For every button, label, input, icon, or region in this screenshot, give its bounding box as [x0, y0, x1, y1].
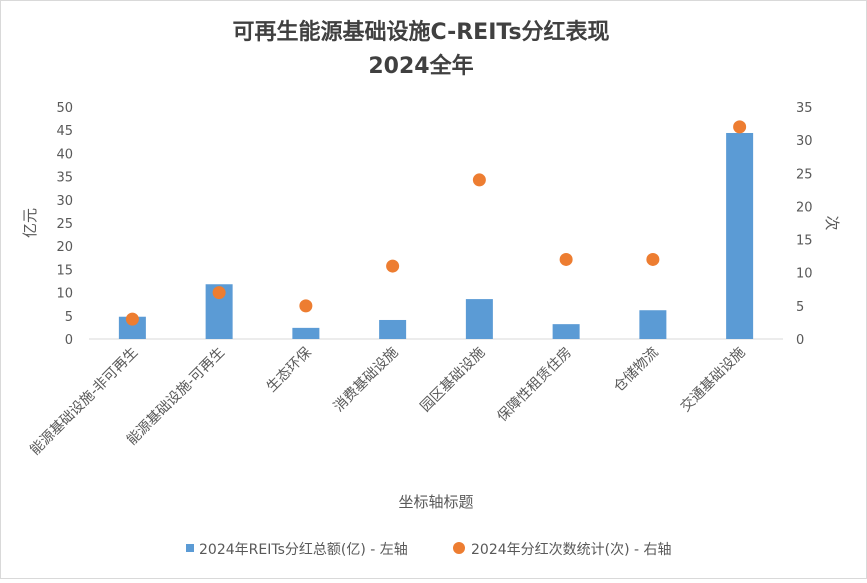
dot	[559, 252, 573, 266]
y2-tick-label: 35	[796, 101, 813, 116]
dot	[733, 120, 747, 134]
y2-tick-label: 30	[796, 134, 813, 149]
y-tick-label: 25	[56, 217, 73, 232]
y-tick-label: 5	[65, 310, 73, 325]
y-tick-label: 20	[56, 240, 73, 255]
y2-tick-label: 25	[796, 167, 813, 182]
y-tick-label: 10	[56, 287, 73, 302]
bar	[292, 327, 320, 339]
y2-axis-title: 次	[823, 215, 841, 230]
category-label: 能源基础设施-可再生	[123, 344, 228, 449]
y-tick-label: 45	[56, 124, 73, 139]
y-tick-label: 30	[56, 194, 73, 209]
bar	[379, 319, 407, 339]
legend-swatch-dot	[453, 542, 465, 554]
scatter-series	[125, 120, 747, 326]
legend-label-dot: 2024年分红次数统计(次) - 右轴	[471, 542, 672, 558]
category-label: 能源基础设施-非可再生	[27, 344, 142, 459]
y2-tick-label: 20	[796, 200, 813, 215]
category-label: 仓储物流	[611, 345, 662, 396]
legend-swatch-bar	[186, 544, 194, 552]
dot	[646, 252, 660, 266]
bar	[118, 316, 146, 339]
bar	[465, 299, 493, 339]
y-axis-title: 亿元	[21, 208, 39, 238]
y2-tick-label: 0	[796, 333, 804, 348]
legend-label-bar: 2024年REITs分红总额(亿) - 左轴	[199, 542, 408, 558]
y2-tick-label: 10	[796, 267, 813, 282]
category-label: 消费基础设施	[330, 344, 401, 415]
category-label: 园区基础设施	[417, 344, 488, 415]
chart-subtitle: 2024全年	[368, 53, 473, 79]
y-tick-label: 50	[56, 101, 73, 116]
y-tick-label: 15	[56, 263, 73, 278]
legend: 2024年REITs分红总额(亿) - 左轴 2024年分红次数统计(次) - …	[186, 542, 672, 558]
dot	[299, 299, 313, 313]
category-label: 生态环保	[264, 345, 315, 396]
dot	[386, 259, 400, 273]
y-tick-label: 40	[56, 147, 73, 162]
dot	[125, 312, 139, 326]
dot	[212, 286, 226, 300]
chart-title: 可再生能源基础设施C-REITs分红表现	[232, 19, 609, 45]
y2-tick-label: 15	[796, 234, 813, 249]
bar	[726, 132, 754, 339]
dot	[472, 173, 486, 187]
y-tick-label: 0	[65, 333, 73, 348]
bar-series	[118, 132, 754, 339]
y2-tick-label: 5	[796, 300, 804, 315]
right-axis-ticks: 0 5 10 15 20 25 30 35	[796, 101, 813, 348]
y-tick-label: 35	[56, 171, 73, 186]
bar	[639, 310, 667, 339]
category-label: 保障性租赁住房	[494, 345, 575, 426]
bar	[552, 324, 580, 339]
left-axis-ticks: 0 5 10 15 20 25 30 35 40 45 50	[56, 101, 73, 348]
category-label: 交通基础设施	[677, 344, 748, 415]
x-axis-title: 坐标轴标题	[398, 493, 473, 511]
